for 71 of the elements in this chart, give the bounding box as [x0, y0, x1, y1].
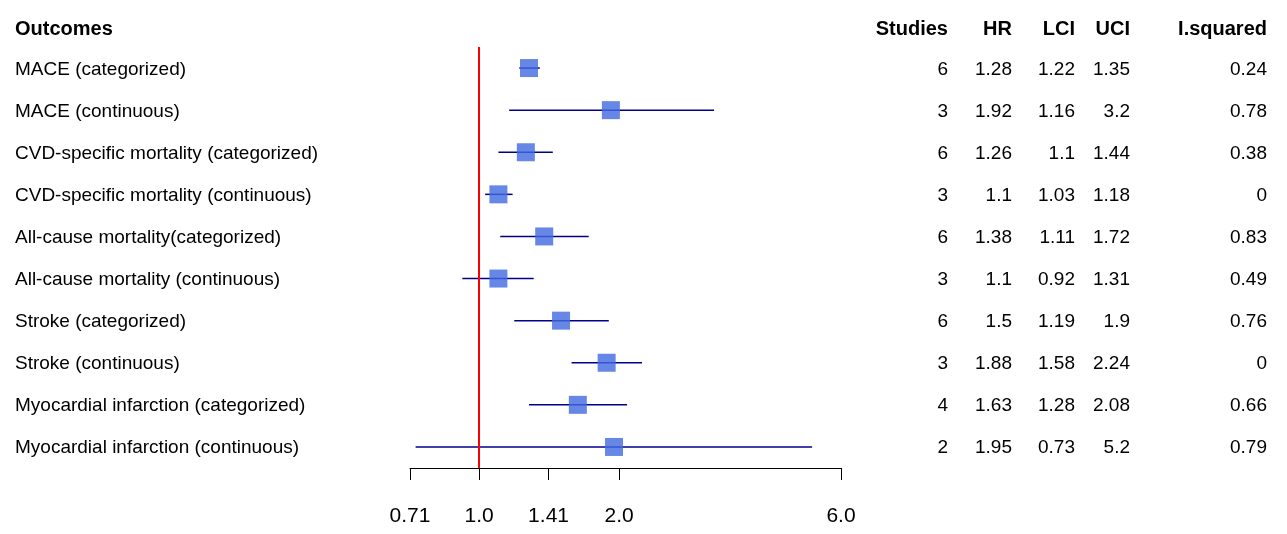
text: 1.11 [1039, 225, 1075, 247]
data-label: 1.95 [975, 436, 1012, 458]
x-tick-label: 2.0 [604, 503, 634, 526]
text: 1.72 [1093, 225, 1130, 247]
text: 1.22 [1038, 57, 1075, 79]
text: 3 [937, 268, 948, 290]
y-tick-label: CVD-specific mortality (continuous) [15, 183, 312, 205]
text: 6 [937, 141, 948, 163]
text: 1.19 [1038, 310, 1075, 332]
text: 0.38 [1230, 141, 1267, 163]
text: 2.24 [1093, 352, 1131, 374]
text: 1.9 [1103, 310, 1130, 332]
x-tick-label: 1.41 [528, 503, 569, 526]
y-tick-label: Myocardial infarction (categorized) [15, 394, 306, 416]
text: LCI [1042, 17, 1075, 39]
text: 0.24 [1230, 57, 1268, 79]
text: 0.79 [1230, 436, 1267, 458]
y-tick-label: MACE (categorized) [15, 57, 187, 79]
text: 6 [937, 57, 948, 79]
x-tick-label: 1.0 [464, 503, 494, 526]
text: 1.1 [1048, 141, 1075, 163]
text: HR [983, 17, 1013, 39]
text: 0.83 [1230, 225, 1267, 247]
text: 1.03 [1038, 183, 1075, 205]
text: 0 [1256, 352, 1267, 374]
text: 0.66 [1230, 394, 1267, 416]
text: 3 [937, 183, 948, 205]
data-label: 1.26 [975, 141, 1012, 163]
text: 2.08 [1093, 394, 1130, 416]
data-label: 1.5 [985, 310, 1012, 332]
data-label: 1.88 [975, 352, 1012, 374]
data-label: 1.63 [975, 394, 1012, 416]
x-tick-label: 6.0 [826, 503, 856, 526]
data-label: 1.92 [975, 99, 1012, 121]
y-tick-label: All-cause mortality (continuous) [15, 268, 281, 290]
text: 1.44 [1093, 141, 1131, 163]
data-label: 1.38 [975, 225, 1012, 247]
text: 1.35 [1093, 57, 1130, 79]
text: 0.92 [1038, 268, 1075, 290]
text: Studies [875, 17, 948, 39]
y-axis-title: Outcomes [15, 17, 113, 39]
text: 5.2 [1103, 436, 1130, 458]
text: 4 [937, 394, 949, 416]
data-label: 1.1 [985, 268, 1012, 290]
text: 0.49 [1230, 268, 1267, 290]
y-tick-label: Stroke (categorized) [15, 310, 187, 332]
text: 6 [937, 225, 948, 247]
data-label: 1.28 [975, 57, 1012, 79]
text: 1.28 [1038, 394, 1075, 416]
text: 3.2 [1103, 99, 1130, 121]
text: 3 [937, 99, 948, 121]
text: UCI [1095, 17, 1130, 39]
text: 1.16 [1038, 99, 1075, 121]
x-tick-label: 0.71 [389, 503, 431, 526]
y-tick-label: Stroke (continuous) [15, 352, 180, 374]
y-tick-label: Myocardial infarction (continuous) [15, 436, 300, 458]
text: 1.31 [1093, 268, 1130, 290]
text: 1.58 [1038, 352, 1075, 374]
text: 0 [1256, 183, 1267, 205]
text: 3 [937, 352, 948, 374]
text: 0.73 [1038, 436, 1075, 458]
y-tick-label: CVD-specific mortality (categorized) [15, 141, 319, 163]
text: 6 [937, 310, 948, 332]
y-tick-label: All-cause mortality(categorized) [15, 225, 282, 247]
text: 0.76 [1230, 310, 1267, 332]
y-tick-label: MACE (continuous) [15, 99, 180, 121]
text: 2 [937, 436, 948, 458]
data-label: 1.1 [985, 183, 1012, 205]
text: 1.18 [1093, 183, 1130, 205]
text: I.squared [1178, 17, 1267, 39]
text: 0.78 [1230, 99, 1267, 121]
